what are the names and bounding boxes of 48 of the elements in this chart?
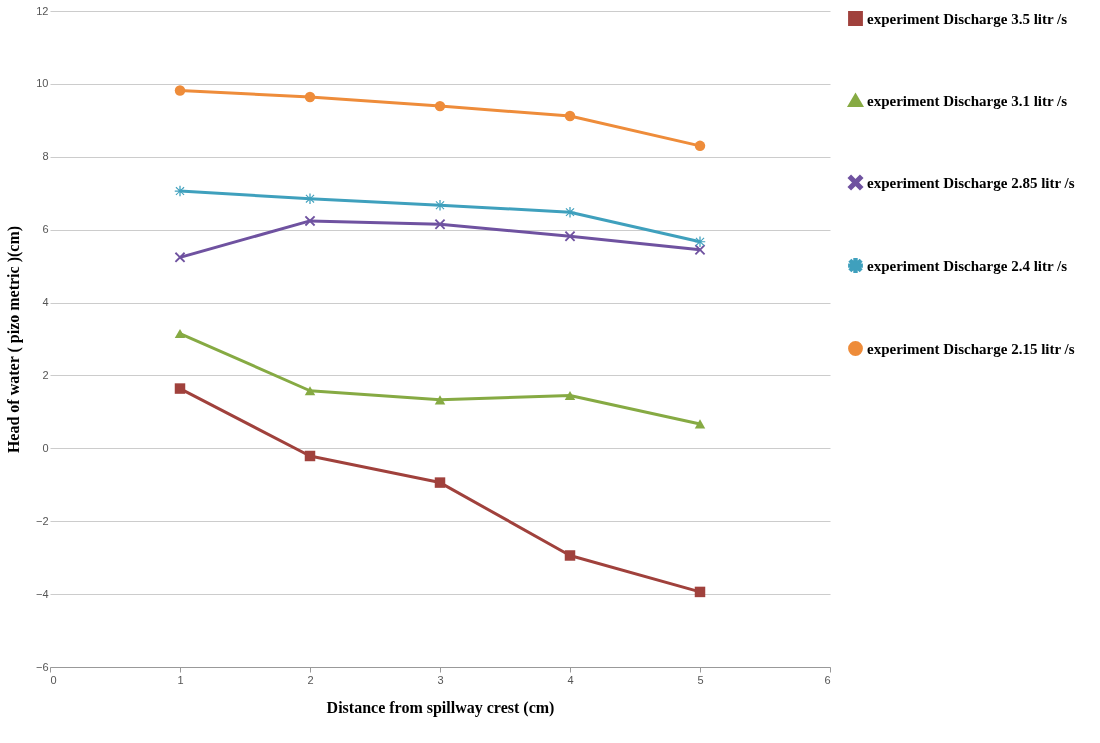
y-tick-label: 2 (42, 368, 49, 381)
point (174, 328, 186, 339)
point (564, 230, 576, 242)
x-tick-label: 3 (437, 673, 444, 686)
legend-label: experiment Discharge 2.85 litr /s (867, 174, 1075, 191)
y-tick-label: −2 (35, 514, 49, 527)
point (564, 550, 576, 561)
point (304, 91, 316, 103)
point (564, 390, 576, 401)
point (174, 383, 186, 394)
y-tick-label: 8 (42, 150, 49, 163)
y-tick-label: −4 (35, 587, 49, 600)
point (564, 206, 576, 218)
y-tick-label: 12 (36, 4, 49, 17)
point (434, 218, 446, 230)
point (304, 193, 316, 204)
point (304, 215, 316, 227)
y-tick-label: 10 (36, 77, 49, 90)
point (564, 110, 576, 122)
y-tick-label: 4 (42, 296, 49, 309)
point (304, 386, 316, 396)
point (434, 477, 446, 488)
point (694, 419, 706, 429)
legend-label: experiment Discharge 3.1 litr /s (867, 92, 1068, 109)
y-tick-label: −6 (35, 660, 49, 673)
x-tick-label: 6 (824, 673, 831, 686)
point (304, 450, 316, 462)
point (694, 140, 706, 152)
point (174, 85, 186, 96)
point (434, 200, 446, 211)
y-axis-title: Head of water ( pizo metric )(cm) (4, 225, 23, 454)
point (174, 185, 186, 197)
point (694, 244, 706, 255)
x-tick-label: 2 (307, 673, 314, 686)
point (694, 586, 706, 598)
x-axis-title: Distance from spillway crest (cm) (326, 698, 555, 717)
legend-label: experiment Discharge 3.5 litr /s (867, 10, 1068, 27)
x-tick-label: 4 (567, 673, 574, 686)
legend-label: experiment Discharge 2.15 litr /s (867, 340, 1075, 357)
x-tick-label: 5 (697, 673, 704, 686)
point (434, 395, 446, 405)
y-tick-label: 6 (42, 223, 49, 236)
x-tick-label: 0 (50, 673, 57, 686)
legend-label: experiment Discharge 2.4 litr /s (867, 257, 1068, 274)
x-tick-label: 1 (177, 673, 184, 686)
point (694, 236, 706, 247)
y-tick-label: 0 (42, 441, 49, 454)
point (434, 100, 446, 112)
